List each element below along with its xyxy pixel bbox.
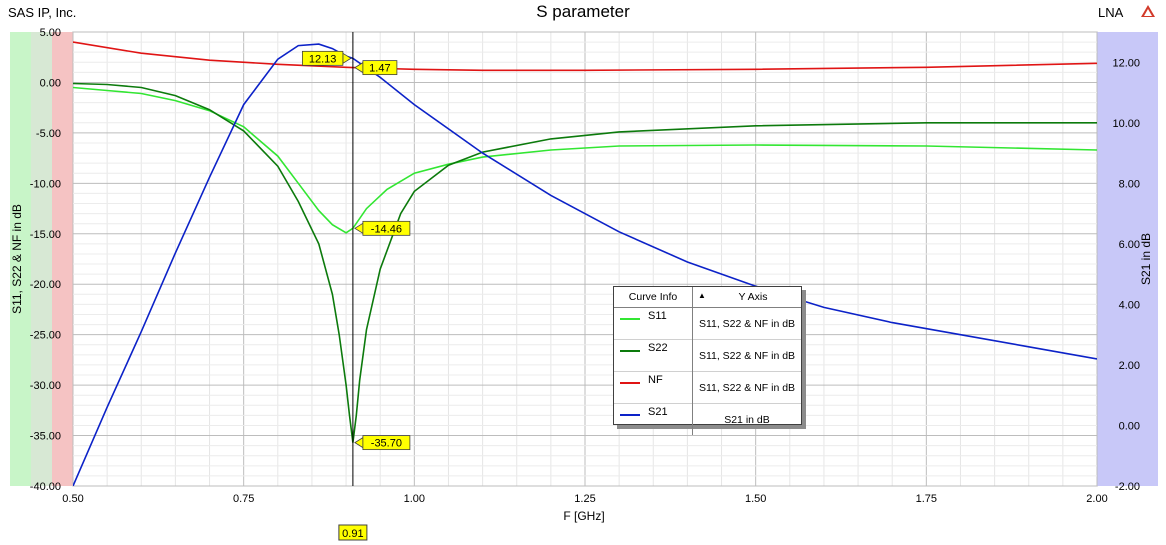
series-line-s11 (73, 86, 1097, 234)
x-tick-label: 1.75 (916, 493, 937, 505)
y2-tick-label: 12.00 (1112, 57, 1140, 69)
x-ticks: 0.50 0.75 1.00 1.25 1.50 1.75 2.00 (62, 493, 1107, 505)
cursor-label-box: 0.91 (338, 524, 368, 541)
chart-title: S parameter (536, 2, 630, 21)
x-tick-label: 1.50 (745, 493, 766, 505)
marker-box (362, 435, 411, 451)
cursor-label: 0.91 (342, 528, 363, 540)
legend-series-axis: S11, S22 & NF in dB (692, 371, 801, 404)
left-axis-band-mid (31, 32, 52, 486)
legend-swatch (620, 350, 640, 352)
y2-tick-label: 2.00 (1119, 360, 1140, 372)
y2-tick-label: 6.00 (1119, 239, 1140, 251)
marker-group: 12.13 1.47 -14.46 -35.70 (301, 50, 411, 451)
ansys-logo-icon (1141, 5, 1155, 17)
x-tick-label: 0.50 (62, 493, 83, 505)
y-tick-label: -5.00 (36, 128, 61, 140)
marker-label: -14.46 (371, 223, 402, 235)
legend-series-axis: S11, S22 & NF in dB (692, 307, 801, 340)
x-tick-label: 0.75 (233, 493, 254, 505)
legend-series-name: S11 (648, 310, 667, 322)
x-tick-label: 2.00 (1086, 493, 1107, 505)
right-y-axis-label: S21 in dB (1139, 233, 1153, 285)
legend-series-name: S21 (648, 406, 668, 418)
y2-tick-label: -2.00 (1115, 481, 1140, 493)
right-axis-band (1097, 32, 1158, 486)
design-name: LNA (1098, 5, 1124, 20)
y-tick-label: 5.00 (40, 27, 61, 39)
sort-up-icon: ▲ (698, 291, 706, 300)
legend-row[interactable]: S21 S21 in dB (614, 403, 801, 435)
left-axis-band-outer (10, 32, 31, 486)
marker-box (301, 50, 344, 66)
marker-label: 1.47 (369, 63, 390, 75)
marker-box (362, 220, 411, 236)
left-axis-band-inner (52, 32, 73, 486)
y2-tick-label: 0.00 (1119, 420, 1140, 432)
y-tick-label: -10.00 (30, 178, 61, 190)
legend: Curve Info ▲ Y Axis S11 S11, S22 & NF in … (613, 286, 802, 435)
legend-swatch (620, 382, 640, 384)
y-tick-label: -35.00 (30, 431, 61, 443)
marker-box (362, 60, 398, 76)
legend-swatch (620, 318, 640, 320)
marker-label: 12.13 (309, 53, 337, 65)
legend-series-name: S22 (648, 342, 668, 354)
legend-series-axis: S21 in dB (692, 403, 801, 435)
legend-row[interactable]: NF S11, S22 & NF in dB (614, 371, 801, 404)
left-y-axis-label: S11, S22 & NF in dB (10, 204, 24, 314)
y2-tick-label: 10.00 (1112, 118, 1140, 130)
y-tick-label: -30.00 (30, 380, 61, 392)
legend-row[interactable]: S11 S11, S22 & NF in dB (614, 307, 801, 340)
x-tick-label: 1.00 (404, 493, 425, 505)
y2-tick-label: 8.00 (1119, 178, 1140, 190)
legend-header-y-axis-label: Y Axis (738, 291, 768, 303)
legend-swatch (620, 414, 640, 416)
x-tick-label: 1.25 (574, 493, 595, 505)
y-tick-label: -40.00 (30, 481, 61, 493)
legend-row[interactable]: S22 S11, S22 & NF in dB (614, 339, 801, 372)
x-axis-label: F [GHz] (563, 509, 604, 523)
legend-series-axis: S11, S22 & NF in dB (692, 339, 801, 372)
marker-label: -35.70 (371, 438, 402, 450)
cursor-label-bg (338, 524, 368, 541)
y-tick-label: 0.00 (40, 77, 61, 89)
company-label: SAS IP, Inc. (8, 5, 77, 20)
y2-tick-label: 4.00 (1119, 299, 1140, 311)
legend-series-name: NF (648, 374, 663, 386)
y-tick-label: -15.00 (30, 229, 61, 241)
legend-header-y-axis[interactable]: ▲ Y Axis (692, 287, 801, 308)
legend-header-curve-info[interactable]: Curve Info (614, 287, 693, 308)
y-tick-label: -25.00 (30, 330, 61, 342)
right-y-ticks: 12.00 10.00 8.00 6.00 4.00 2.00 0.00 -2.00 (1112, 57, 1140, 493)
y-tick-label: -20.00 (30, 279, 61, 291)
left-y-ticks: 5.00 0.00 -5.00 -10.00 -15.00 -20.00 -25.00 -30… (30, 27, 61, 493)
